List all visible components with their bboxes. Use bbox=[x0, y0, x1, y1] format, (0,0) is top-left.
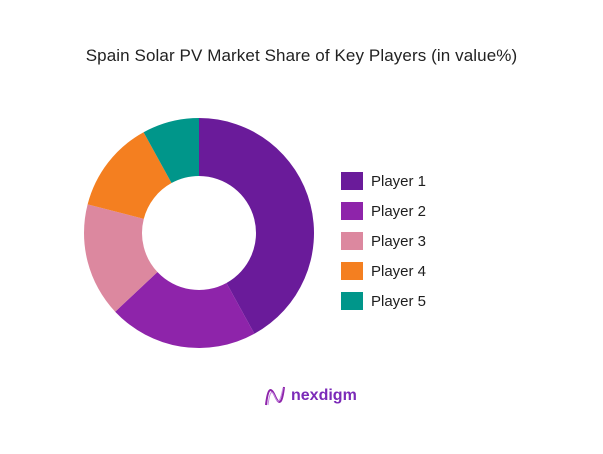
donut-chart bbox=[84, 118, 314, 348]
nexdigm-logo-icon bbox=[265, 386, 285, 406]
donut-slice-player-2 bbox=[115, 272, 255, 348]
legend-label: Player 1 bbox=[371, 172, 427, 190]
legend-item-player-3: Player 3 bbox=[341, 226, 426, 256]
legend-item-player-1: Player 1 bbox=[341, 166, 426, 196]
logo-text: nexdigm bbox=[291, 387, 357, 404]
donut-slice-player-3 bbox=[84, 204, 158, 312]
legend-label: Player 3 bbox=[371, 232, 427, 250]
donut-slice-player-4 bbox=[87, 132, 172, 219]
legend-swatch bbox=[341, 202, 363, 220]
nexdigm-logo: nexdigm bbox=[263, 384, 357, 408]
legend-label: Player 4 bbox=[371, 262, 427, 280]
chart-title: Spain Solar PV Market Share of Key Playe… bbox=[85, 46, 518, 65]
legend-label: Player 2 bbox=[371, 202, 427, 220]
legend-swatch bbox=[341, 292, 363, 310]
legend-swatch bbox=[341, 262, 363, 280]
legend-item-player-2: Player 2 bbox=[341, 196, 426, 226]
legend-item-player-4: Player 4 bbox=[341, 256, 426, 286]
donut-slice-player-1 bbox=[199, 118, 314, 334]
legend-item-player-5: Player 5 bbox=[341, 286, 426, 316]
legend: Player 1 Player 2 Player 3 Player 4 Play… bbox=[341, 166, 426, 316]
legend-swatch bbox=[341, 172, 363, 190]
donut-slice-player-5 bbox=[143, 118, 199, 184]
legend-swatch bbox=[341, 232, 363, 250]
legend-label: Player 5 bbox=[371, 292, 427, 310]
